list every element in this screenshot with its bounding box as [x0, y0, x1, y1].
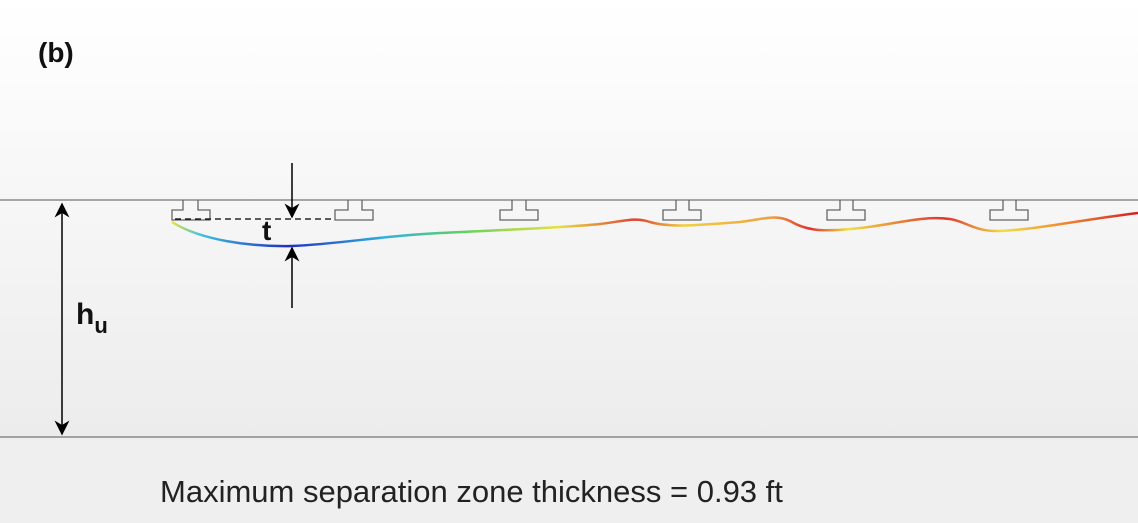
panel-label: (b)	[38, 37, 74, 68]
t-label: t	[262, 215, 271, 246]
caption: Maximum separation zone thickness = 0.93…	[160, 474, 783, 509]
h-label-subscript: u	[94, 313, 107, 338]
diagram: (b) t hu Maximum separation zone thickne…	[0, 0, 1138, 523]
h-label-main: h	[76, 298, 94, 331]
background	[0, 0, 1138, 440]
